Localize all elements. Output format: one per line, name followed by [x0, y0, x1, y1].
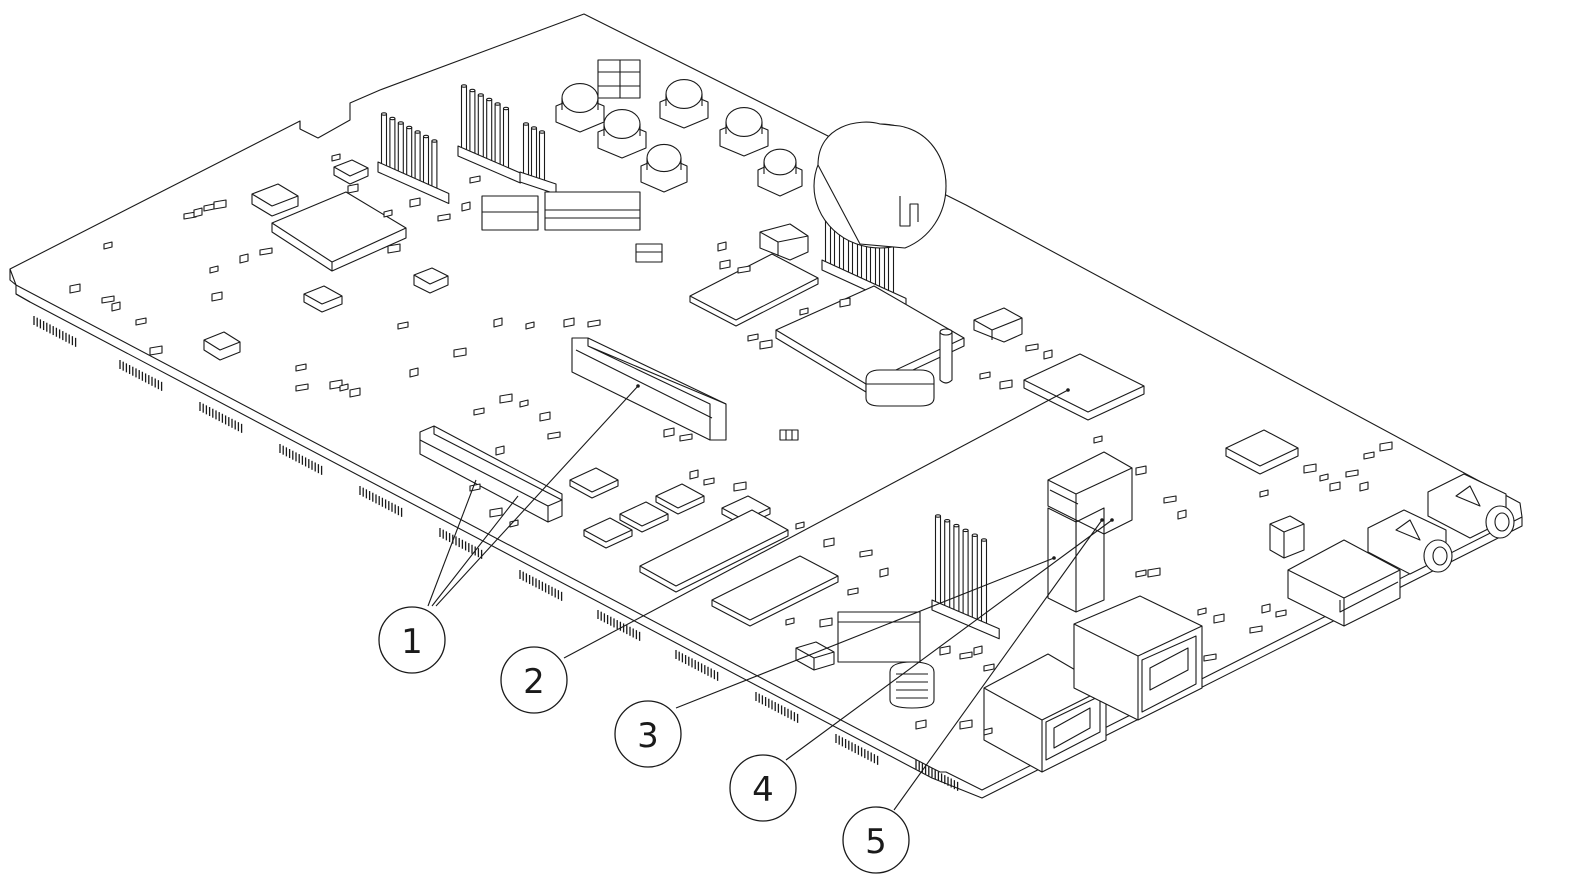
b2b-connector-upper — [571, 337, 727, 441]
callout-label-1: 1 — [401, 622, 423, 662]
callout-5: 5 — [842, 806, 910, 874]
leader-line-1b — [431, 495, 519, 607]
callout-label-2: 2 — [523, 662, 545, 702]
square-pad — [779, 429, 799, 441]
leader-line-4 — [785, 519, 1113, 761]
socket-block — [1269, 515, 1305, 559]
callouts: 1 2 3 4 5 — [378, 384, 1114, 874]
leader-line-1c — [435, 385, 639, 607]
callout-label-3: 3 — [637, 716, 659, 756]
usb-connector — [1287, 539, 1401, 627]
chip-small-4 — [333, 159, 369, 185]
pin-header-3 — [519, 122, 557, 195]
leader-line-5 — [893, 519, 1103, 811]
transformer-block — [597, 59, 641, 99]
pin-header-2 — [457, 84, 521, 184]
flash-module-2 — [711, 555, 839, 627]
ethernet-jack-2 — [1073, 595, 1203, 721]
components — [203, 59, 1515, 773]
callout-label-5: 5 — [865, 822, 887, 862]
connector-block — [481, 191, 641, 231]
pin-header-1 — [377, 112, 450, 205]
small-block — [635, 243, 663, 263]
small-ic — [251, 183, 299, 217]
callout-1: 1 — [378, 606, 446, 674]
regulator-block — [203, 331, 241, 361]
memory-chips — [569, 467, 771, 549]
phy-chip — [1023, 353, 1145, 421]
relay-block-2 — [973, 307, 1023, 343]
chip-small-2 — [303, 285, 343, 313]
audio-jack-1 — [1367, 509, 1453, 575]
callout-4: 4 — [729, 754, 797, 822]
edge-connector-fingers — [33, 316, 959, 791]
leader-line-2 — [563, 389, 1069, 659]
capacitors — [555, 79, 803, 197]
relay-block — [759, 223, 809, 261]
flash-module-1 — [639, 509, 789, 593]
leader-line-1a — [427, 479, 477, 607]
leader-line-3 — [675, 557, 1055, 709]
cylinder-component — [813, 121, 947, 249]
smd-parts — [69, 153, 1393, 736]
audio-jack-2 — [1427, 473, 1515, 539]
callout-label-4: 4 — [752, 770, 774, 810]
callout-3: 3 — [614, 700, 682, 768]
callout-2: 2 — [500, 646, 568, 714]
upright-cylinder — [939, 328, 953, 384]
circuit-board — [9, 13, 1523, 799]
coil — [889, 661, 935, 709]
chip-small-3 — [413, 267, 449, 294]
crystal-can — [865, 369, 935, 407]
processor-chip — [271, 191, 407, 272]
b2b-connector-lower — [419, 425, 563, 523]
display-connector — [837, 611, 921, 663]
small-ic-right — [1225, 429, 1299, 475]
